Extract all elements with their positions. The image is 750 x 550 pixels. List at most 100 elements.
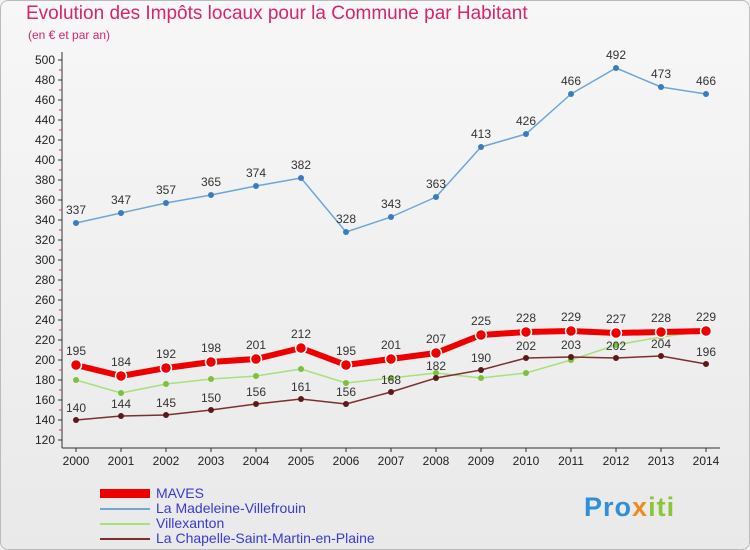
y-tick-label: 500 — [35, 53, 55, 67]
x-tick-label: 2007 — [378, 454, 405, 468]
series-point-2 — [433, 370, 439, 376]
series-point-1 — [478, 144, 484, 150]
data-label: 225 — [471, 314, 491, 328]
series-point-0 — [159, 361, 173, 375]
y-tick-label: 260 — [35, 293, 55, 307]
data-label: 202 — [516, 339, 536, 353]
x-tick-label: 2012 — [603, 454, 630, 468]
x-tick-label: 2005 — [288, 454, 315, 468]
data-label: 168 — [381, 373, 401, 387]
series-point-1 — [703, 91, 709, 97]
data-label: 195 — [336, 344, 356, 358]
data-label: 357 — [156, 183, 176, 197]
data-label: 374 — [246, 166, 266, 180]
series-point-2 — [343, 380, 349, 386]
y-tick-label: 360 — [35, 193, 55, 207]
logo-letter: i — [666, 492, 676, 522]
series-point-1 — [118, 210, 124, 216]
data-label: 198 — [201, 341, 221, 355]
data-label: 203 — [561, 338, 581, 352]
series-point-0 — [519, 325, 533, 339]
data-label: 190 — [471, 351, 491, 365]
data-label: 466 — [561, 74, 581, 88]
series-point-3 — [208, 407, 214, 413]
data-label: 182 — [426, 359, 446, 373]
y-tick-label: 120 — [35, 433, 55, 447]
data-label: 204 — [651, 337, 671, 351]
y-tick-label: 180 — [35, 373, 55, 387]
y-tick-label: 320 — [35, 233, 55, 247]
y-tick-label: 220 — [35, 333, 55, 347]
series-point-0 — [339, 358, 353, 372]
series-point-0 — [699, 324, 713, 338]
series-point-2 — [298, 366, 304, 372]
series-point-0 — [69, 358, 83, 372]
series-point-3 — [298, 396, 304, 402]
series-point-0 — [654, 325, 668, 339]
data-label: 229 — [561, 310, 581, 324]
proxiti-logo: Proxiti — [584, 492, 675, 523]
y-tick-label: 240 — [35, 313, 55, 327]
x-tick-label: 2006 — [333, 454, 360, 468]
series-point-2 — [163, 381, 169, 387]
y-tick-label: 460 — [35, 93, 55, 107]
series-point-1 — [568, 91, 574, 97]
data-labels: 195 184 192 198 201 212 195 201 207 225 228 229 227 2… — [66, 48, 716, 415]
series-point-1 — [298, 175, 304, 181]
series-point-0 — [294, 341, 308, 355]
data-label: 144 — [111, 397, 131, 411]
series-point-3 — [433, 375, 439, 381]
series-point-3 — [388, 389, 394, 395]
logo-letter: t — [656, 492, 667, 522]
series-point-2 — [253, 373, 259, 379]
legend-label: La Chapelle-Saint-Martin-en-Plaine — [156, 530, 375, 546]
x-tick-label: 2000 — [63, 454, 90, 468]
series-point-1 — [343, 229, 349, 235]
series-point-1 — [388, 214, 394, 220]
data-label: 227 — [606, 312, 626, 326]
x-tick-label: 2004 — [243, 454, 270, 468]
series-point-2 — [478, 375, 484, 381]
x-tick-label: 2009 — [468, 454, 495, 468]
legend-label: MAVES — [156, 485, 204, 501]
logo-letter: x — [632, 492, 649, 522]
x-tick-label: 2001 — [108, 454, 135, 468]
series-point-1 — [523, 131, 529, 137]
legend-label: Villexanton — [156, 515, 225, 531]
series-point-3 — [118, 413, 124, 419]
legend-label: La Madeleine-Villefrouin — [156, 500, 306, 516]
y-tick-label: 280 — [35, 273, 55, 287]
data-label: 196 — [696, 345, 716, 359]
chart-title: Evolution des Impôts locaux pour la Comm… — [26, 3, 528, 24]
data-label: 184 — [111, 355, 131, 369]
chart-subtitle: (en € et par an) — [28, 28, 111, 42]
series-point-3 — [658, 353, 664, 359]
series-point-0 — [249, 352, 263, 366]
series-point-2 — [208, 376, 214, 382]
series-point-2 — [613, 342, 619, 348]
data-label: 382 — [291, 158, 311, 172]
series-point-3 — [613, 355, 619, 361]
logo-letter: P — [584, 492, 604, 522]
data-label: 202 — [606, 339, 626, 353]
y-tick-label: 440 — [35, 113, 55, 127]
chart-axes: 120 140 160 180 200 220 240 260 280 300 320 340 360 3… — [35, 52, 720, 468]
x-tick-label: 2002 — [153, 454, 180, 468]
x-tick-label: 2008 — [423, 454, 450, 468]
logo-letter: o — [614, 492, 633, 522]
x-tick-label: 2013 — [648, 454, 675, 468]
series-point-0 — [204, 355, 218, 369]
legend-swatch — [100, 538, 150, 540]
series-point-2 — [388, 375, 394, 381]
logo-letter: i — [648, 492, 657, 522]
x-tick-label: 2014 — [693, 454, 720, 468]
data-label: 492 — [606, 48, 626, 62]
series-point-3 — [478, 367, 484, 373]
series-point-0 — [429, 346, 443, 360]
data-label: 207 — [426, 332, 446, 346]
legend-swatch — [100, 508, 150, 510]
x-tick-label: 2010 — [513, 454, 540, 468]
series-point-0 — [384, 352, 398, 366]
